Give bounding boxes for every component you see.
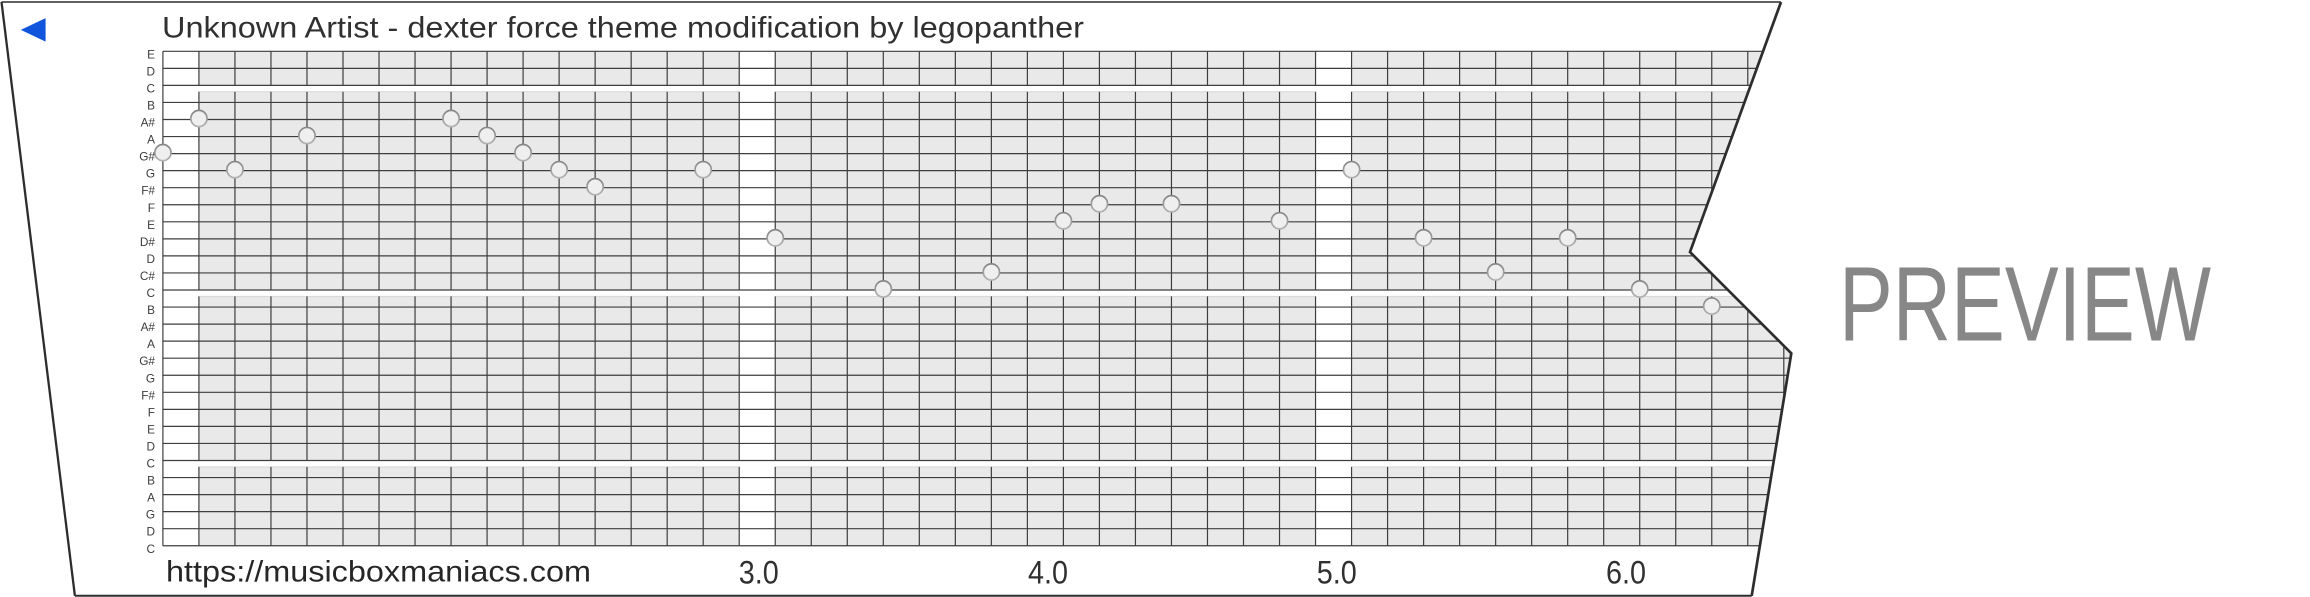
svg-text:G#: G#: [139, 354, 155, 368]
svg-text:Unknown Artist - dexter force: Unknown Artist - dexter force theme modi…: [162, 12, 1084, 45]
svg-text:G: G: [146, 167, 155, 181]
svg-text:B: B: [147, 474, 155, 488]
svg-text:C#: C#: [140, 269, 156, 283]
svg-text:A#: A#: [141, 116, 156, 130]
svg-text:F: F: [148, 405, 155, 419]
svg-text:D: D: [146, 64, 155, 78]
svg-text:C: C: [146, 81, 155, 95]
svg-text:D: D: [146, 252, 155, 266]
svg-text:A: A: [147, 491, 155, 505]
svg-text:E: E: [147, 422, 155, 436]
svg-text:D: D: [146, 439, 155, 453]
svg-text:G: G: [146, 508, 155, 522]
svg-text:D#: D#: [140, 235, 156, 249]
svg-text:https://musicboxmaniacs.com: https://musicboxmaniacs.com: [166, 555, 591, 588]
svg-text:B: B: [147, 98, 155, 112]
svg-text:G#: G#: [139, 150, 155, 164]
svg-text:3.0: 3.0: [739, 554, 779, 590]
svg-text:D: D: [146, 525, 155, 539]
svg-text:A: A: [147, 337, 155, 351]
svg-text:E: E: [147, 47, 155, 61]
svg-text:6.0: 6.0: [1606, 554, 1646, 590]
svg-text:F#: F#: [141, 184, 155, 198]
svg-text:A#: A#: [141, 320, 156, 334]
svg-text:E: E: [147, 218, 155, 232]
svg-text:A: A: [147, 133, 155, 147]
svg-text:5.0: 5.0: [1317, 554, 1357, 590]
svg-text:PREVIEW: PREVIEW: [1839, 246, 2211, 364]
svg-text:F#: F#: [141, 388, 155, 402]
svg-text:B: B: [147, 303, 155, 317]
svg-text:G: G: [146, 371, 155, 385]
svg-text:C: C: [146, 286, 155, 300]
svg-text:C: C: [146, 542, 155, 556]
svg-text:C: C: [146, 457, 155, 471]
svg-text:4.0: 4.0: [1028, 554, 1068, 590]
svg-text:F: F: [148, 201, 155, 215]
